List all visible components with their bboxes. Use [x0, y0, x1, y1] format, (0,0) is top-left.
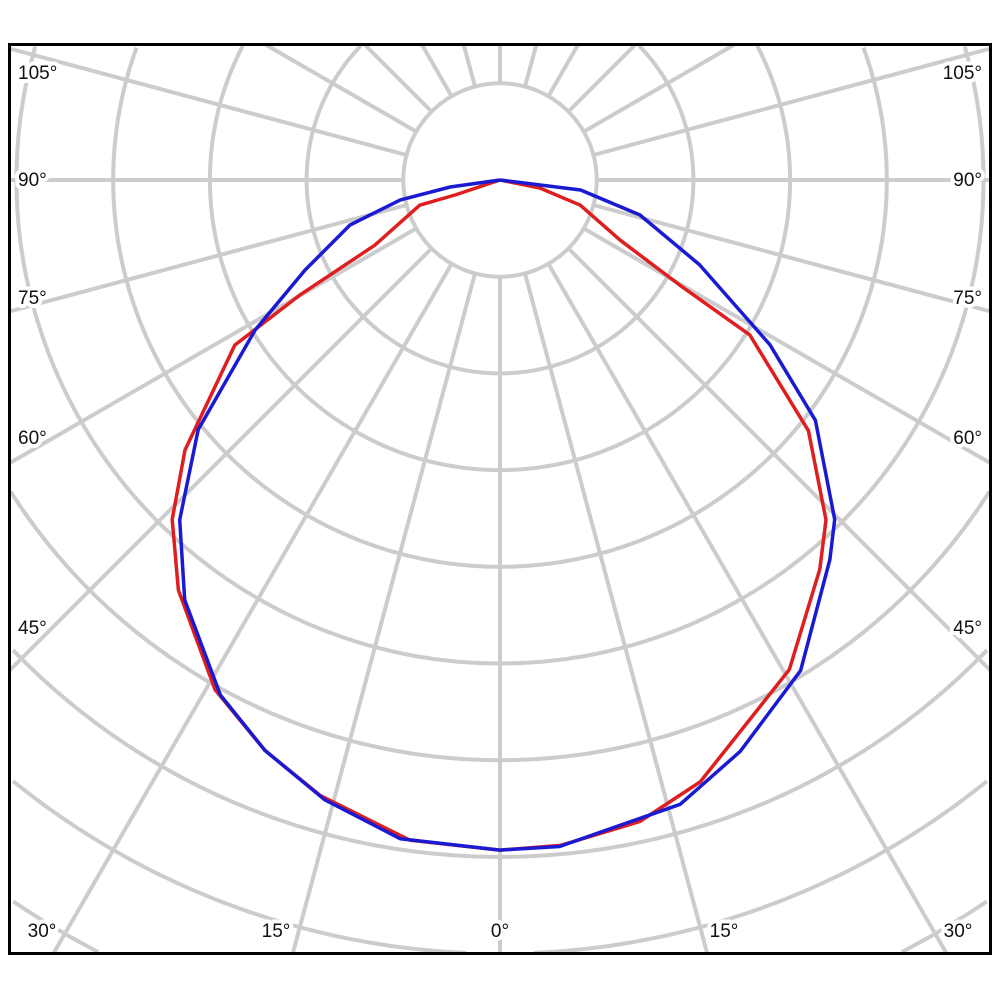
grid-radial-line — [523, 44, 539, 88]
grid-circle — [500, 490, 991, 763]
grid-radial-line — [592, 203, 991, 314]
grid-circle — [500, 44, 696, 376]
grid-circle — [304, 44, 500, 376]
grid-radial-line — [8, 246, 434, 672]
angle-label-left-45: 45° — [18, 618, 47, 639]
grid-radial-line — [546, 262, 949, 954]
grid-circle — [12, 899, 100, 954]
series-curve-2 — [177, 178, 837, 852]
angle-label-left-75: 75° — [18, 288, 47, 309]
grid-circle — [14, 46, 500, 666]
grid-radial-line — [582, 43, 735, 134]
grid-radial-line — [592, 46, 991, 157]
polar-grid — [8, 43, 992, 955]
angle-label-left-90: 90° — [18, 170, 47, 191]
grid-circle — [500, 648, 989, 859]
grid-radial-line — [9, 226, 418, 465]
grid-radial-line — [582, 226, 991, 465]
grid-radial-line — [461, 44, 477, 88]
angle-label-right-75: 75° — [953, 288, 982, 309]
grid-radial-line — [420, 44, 454, 98]
grid-radial-line — [51, 262, 454, 954]
curves — [170, 178, 837, 852]
grid-circle — [11, 648, 500, 859]
angle-label-right-90: 90° — [953, 170, 982, 191]
grid-radial-line — [523, 272, 710, 954]
angle-label-right-105: 105° — [943, 63, 982, 84]
angle-label-left-60: 60° — [18, 428, 47, 449]
grid-circle — [9, 490, 500, 763]
grid-circle — [11, 779, 467, 955]
grid-radial-line — [566, 43, 637, 114]
grid-circle — [533, 779, 989, 955]
grid-radial-line — [566, 246, 992, 672]
angle-label-bottom-0: 0° — [491, 921, 509, 942]
grid-circle — [500, 47, 889, 569]
grid-radial-line — [9, 203, 408, 314]
angle-labels: 105° 90° 75° 60° 45° 105° 90° 75° 60° 45… — [14, 59, 986, 946]
angle-label-right-60: 60° — [953, 428, 982, 449]
grid-radial-line — [265, 43, 418, 134]
grid-circle — [500, 46, 986, 666]
grid-radial-line — [9, 46, 408, 157]
grid-radial-line — [363, 43, 434, 114]
angle-label-bottom-15-right: 15° — [710, 921, 739, 942]
grid-circle — [900, 899, 988, 954]
angle-label-bottom-15-left: 15° — [262, 921, 291, 942]
angle-label-bottom-30-right: 30° — [944, 921, 973, 942]
grid-circle — [500, 45, 793, 473]
angle-label-left-105: 105° — [18, 63, 57, 84]
chart-frame — [8, 43, 992, 955]
angle-label-right-45: 45° — [953, 618, 982, 639]
grid-radial-line — [290, 272, 477, 954]
grid-circle — [111, 47, 500, 569]
grid-radial-line — [546, 44, 580, 98]
angle-label-bottom-30-left: 30° — [28, 921, 57, 942]
